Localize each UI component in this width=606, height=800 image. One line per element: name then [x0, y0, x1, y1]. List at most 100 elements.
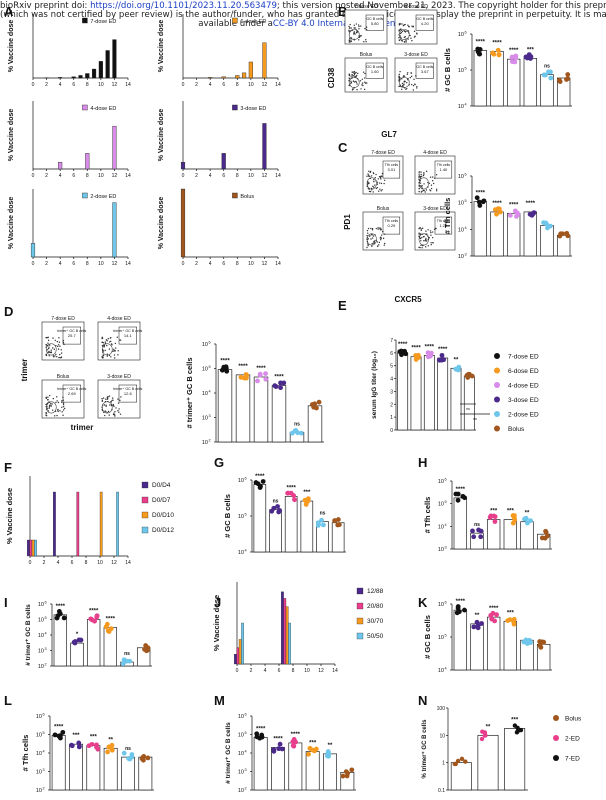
- flow-c-gate-value: 1.40: [440, 167, 449, 172]
- chart-h-point: [492, 514, 498, 520]
- chart-g-bar: [300, 500, 314, 553]
- chart-n-bar: [504, 728, 526, 791]
- chart-f-x-tick-label: 12: [111, 560, 117, 566]
- flow-d-event-dot: [47, 396, 49, 398]
- chart-a1-x-tick-label: 4: [59, 82, 62, 88]
- chart-i-significance: ****: [89, 609, 99, 615]
- flow-b-x-label: GL7: [381, 130, 397, 139]
- flow-b-event-dot: [409, 76, 411, 79]
- flow-c-event-dot: [422, 236, 425, 238]
- chart-b-point: [546, 69, 551, 75]
- flow-c-event-dot: [424, 240, 427, 242]
- flow-c-event-dot: [435, 174, 438, 176]
- chart-d-bar: [307, 405, 323, 443]
- flow-c-event-dot: [432, 236, 434, 239]
- chart-d-significance: ****: [274, 375, 284, 381]
- flow-c-gate: [434, 216, 453, 235]
- chart-j-bar: [238, 639, 242, 665]
- chart-n-y-label: % trimer⁺ GC B cells: [421, 719, 428, 779]
- chart-k-y-tick-label: 10: [438, 635, 444, 641]
- flow-c-event-dot: [367, 182, 369, 184]
- legend-e-label: 2-dose ED: [508, 412, 539, 419]
- flow-c-event-dot: [427, 229, 429, 231]
- flow-b-event-dot: [348, 73, 351, 75]
- chart-k-point: [471, 624, 477, 630]
- chart-e-point: [464, 373, 470, 378]
- flow-d-event-dot: [107, 338, 110, 340]
- flow-b-plot-title: 3-dose ED: [404, 52, 428, 58]
- chart-a3-x-tick-label: 8: [86, 173, 89, 179]
- flow-b-event-dot: [412, 84, 415, 87]
- flow-c-event-dot: [378, 176, 381, 178]
- license-link[interactable]: CC-BY 4.0 International license: [272, 19, 406, 30]
- flow-c-event-dot: [423, 172, 425, 174]
- flow-c-event-dot: [381, 189, 383, 191]
- chart-h-point: [478, 534, 484, 540]
- chart-f-bar: [53, 491, 56, 557]
- chart-i-significance: *: [76, 632, 79, 638]
- flow-c-event-dot: [366, 246, 368, 249]
- chart-m-y-tick-label: 10: [238, 714, 244, 720]
- flow-b-event-dot: [398, 24, 401, 26]
- chart-k-point: [490, 610, 496, 616]
- chart-k-point: [537, 643, 543, 648]
- flow-d-gate-value: 14.1: [124, 333, 133, 338]
- chart-g-bar: [253, 484, 267, 553]
- chart-c-point: [474, 195, 480, 201]
- chart-a4-x-tick-label: 2: [195, 173, 198, 179]
- chart-a4-bar: [180, 161, 186, 170]
- chart-e-y-tick-label: 1: [390, 415, 393, 421]
- chart-e-bracket-label: ns: [473, 417, 477, 421]
- flow-b-event-dot: [350, 75, 352, 77]
- flow-c-gate-name: Tfh cells: [385, 219, 399, 223]
- chart-l-bar: [69, 743, 83, 791]
- chart-c-point: [527, 211, 533, 217]
- chart-k-point: [474, 619, 480, 625]
- flow-b-event-dot: [406, 73, 408, 75]
- chart-f-legend-label: D0/D10: [152, 512, 174, 519]
- flow-d-event-dot: [52, 397, 54, 400]
- flow-c-event-dot: [430, 187, 433, 190]
- flow-c-event-dot: [430, 243, 432, 246]
- flow-b-event-dot: [361, 82, 364, 84]
- flow-b-event-dot: [401, 82, 404, 85]
- chart-n-point: [452, 761, 457, 767]
- flow-c-event-dot: [418, 171, 420, 173]
- flow-b-event-dot: [398, 75, 400, 78]
- chart-c-y-tick-label: 10: [458, 174, 464, 180]
- chart-j-legend-label: 20/80: [367, 603, 384, 610]
- chart-c-point: [547, 223, 553, 229]
- chart-k-bar: [503, 620, 518, 671]
- chart-d-point: [263, 376, 269, 382]
- flow-b-event-dot: [407, 38, 409, 40]
- flow-b-event-dot: [398, 30, 400, 32]
- chart-m-y-tick-label: 10: [238, 788, 244, 794]
- flow-b-event-dot: [361, 78, 363, 81]
- flow-d-gate-value: 2.69: [68, 391, 77, 396]
- chart-d-point: [278, 385, 283, 391]
- chart-k-point: [475, 625, 481, 631]
- flow-c-event-dot: [435, 188, 438, 190]
- chart-m-point: [290, 743, 296, 748]
- flow-d-gate-value: 12.6: [124, 391, 133, 396]
- flow-c-event-dot: [421, 190, 423, 193]
- flow-d-event-dot: [52, 337, 54, 339]
- flow-b-event-dot: [412, 26, 414, 28]
- flow-d-event-dot: [116, 336, 119, 338]
- flow-c-event-dot: [383, 182, 385, 185]
- chart-m-point: [279, 746, 285, 752]
- chart-k-y-label: # GC B cells: [423, 615, 432, 659]
- legend-n-label: Bolus: [565, 716, 582, 723]
- flow-d-event-dot: [101, 399, 104, 402]
- flow-b-event-dot: [351, 73, 353, 76]
- chart-b-point: [565, 76, 571, 82]
- chart-a1-x-tick-label: 2: [45, 82, 48, 88]
- chart-m-y-tick-exp: 6: [245, 713, 247, 717]
- flow-b-event-dot: [348, 41, 351, 43]
- chart-m-point: [345, 770, 351, 776]
- chart-d-bar: [217, 369, 233, 443]
- chart-l-y-tick-label: 10: [36, 751, 42, 757]
- chart-a6-x-tick-label: 12: [262, 261, 268, 267]
- flow-c-event-dot: [367, 227, 370, 230]
- doi-link[interactable]: https://doi.org/10.1101/2023.11.20.56347…: [90, 1, 277, 11]
